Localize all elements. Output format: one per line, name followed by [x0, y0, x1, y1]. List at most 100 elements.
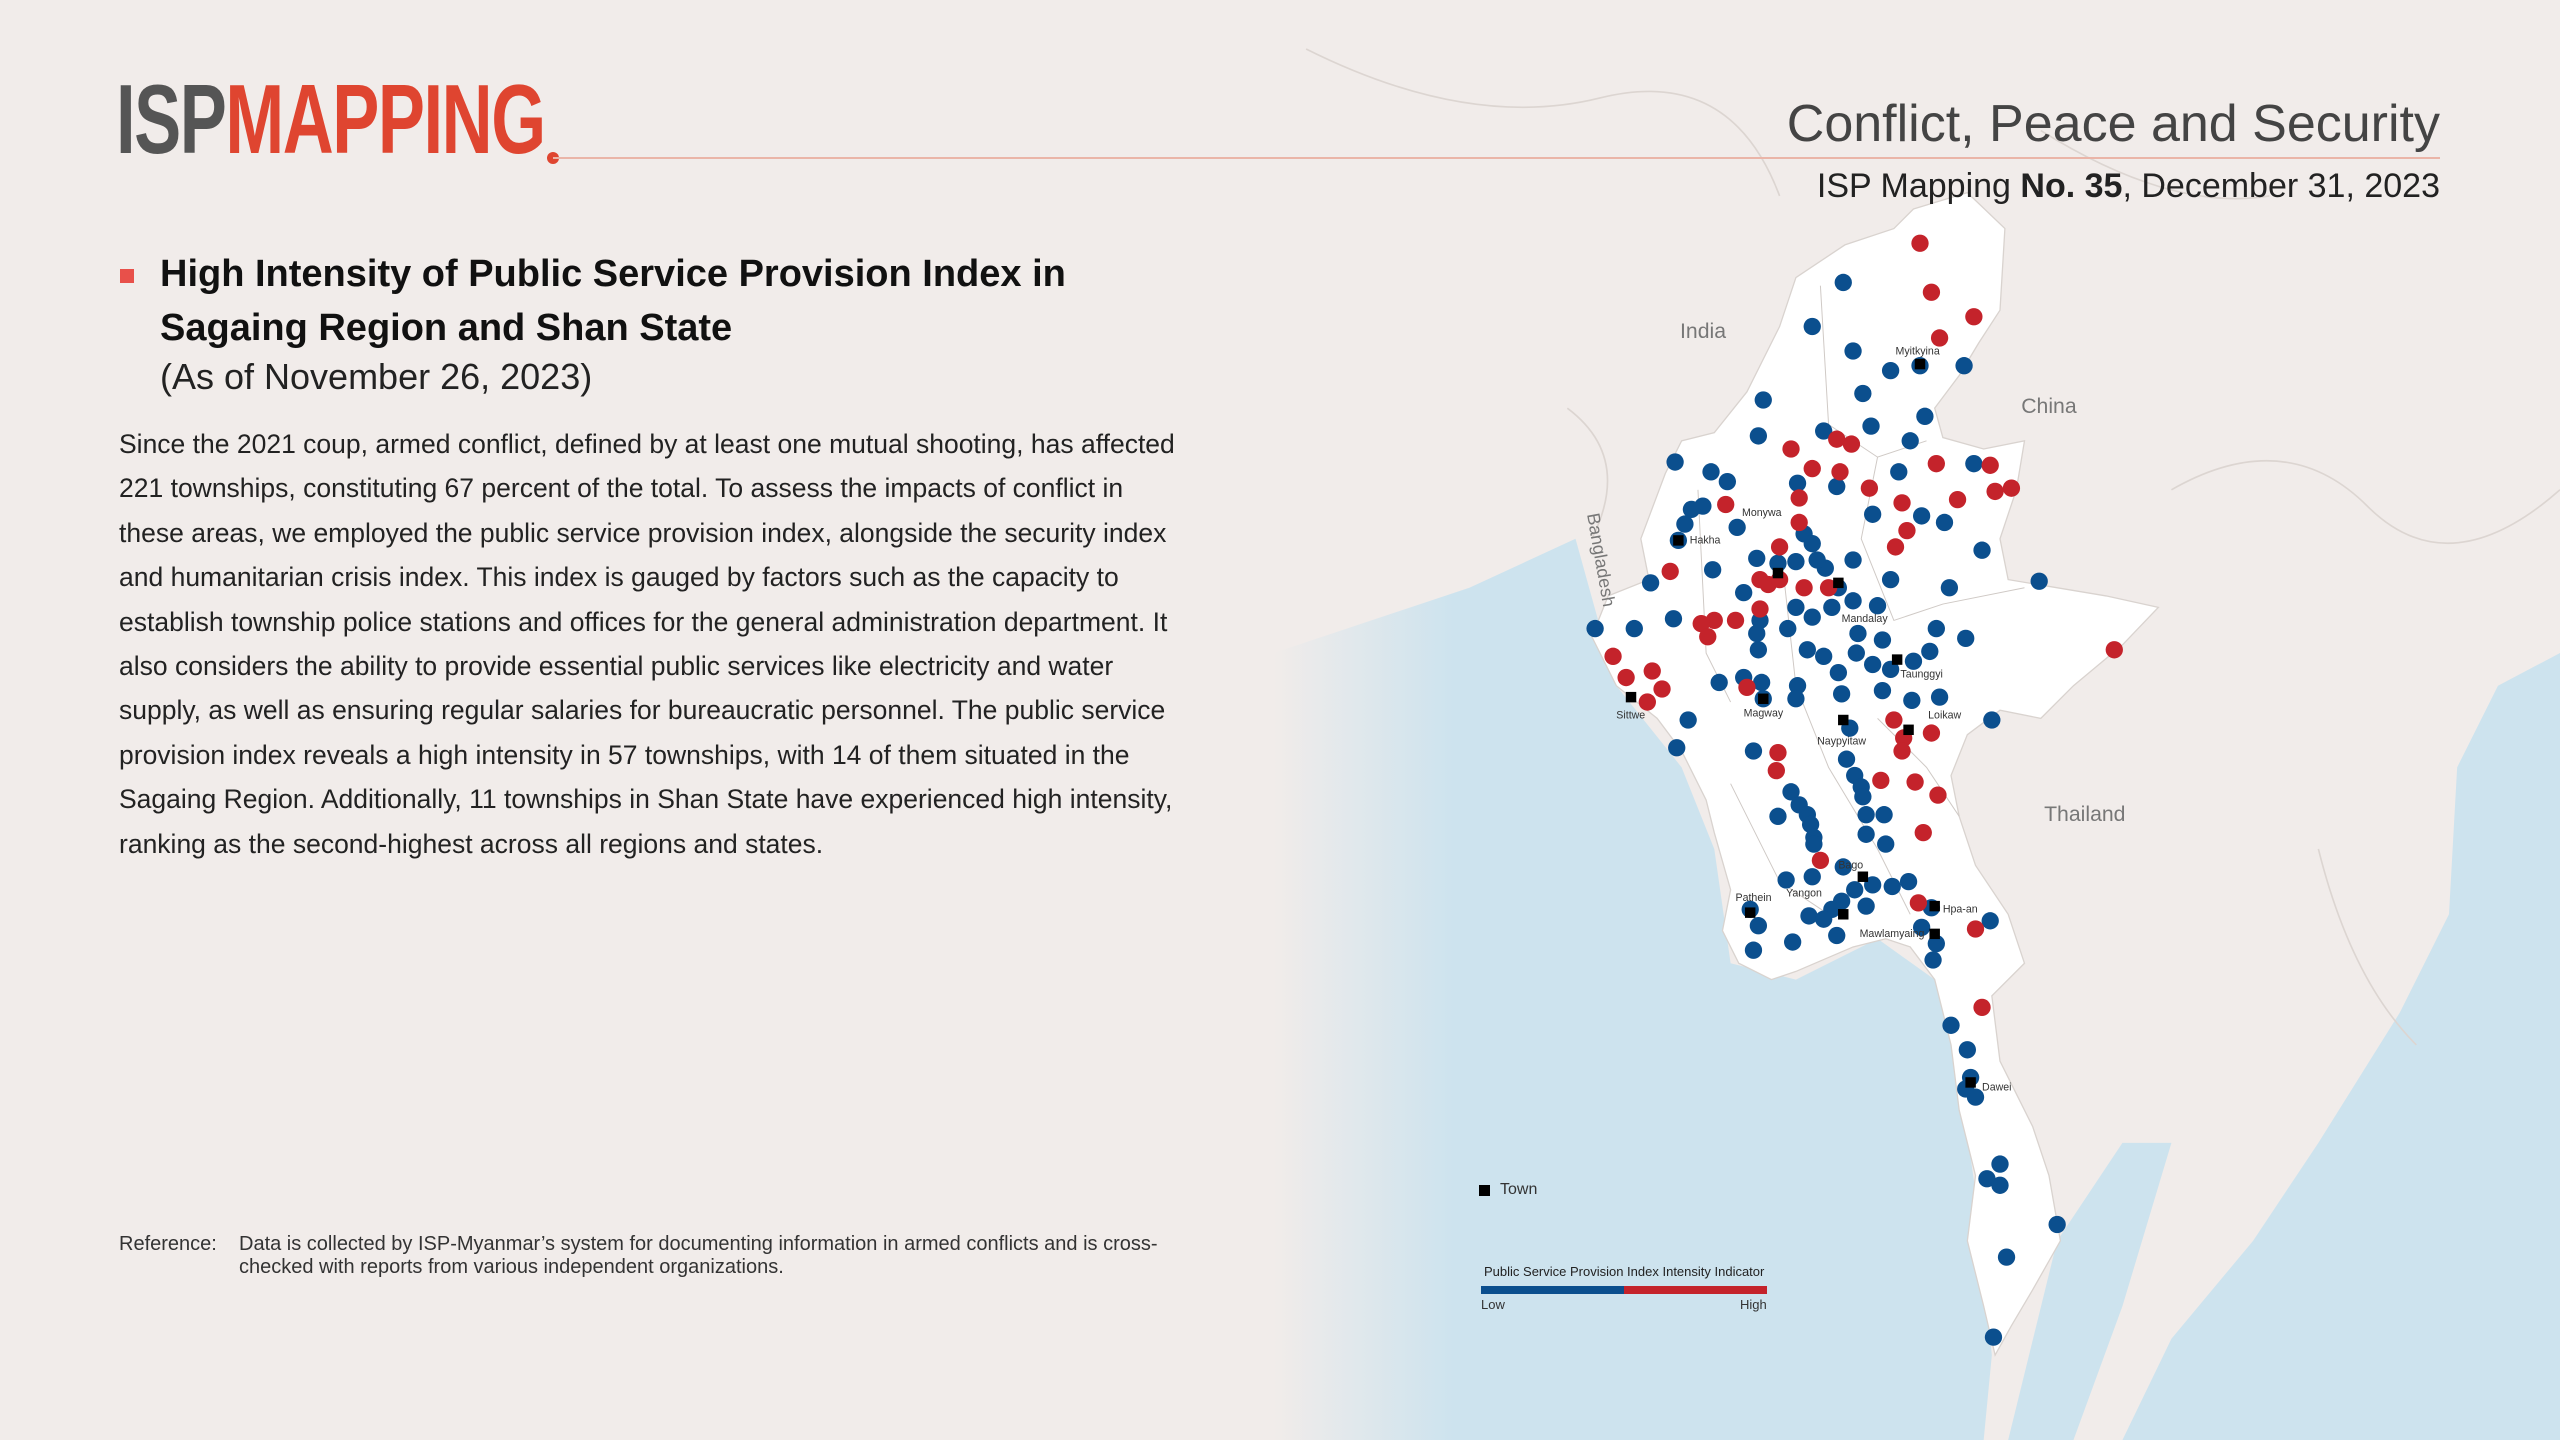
- township-dot-low: [1863, 655, 1882, 674]
- township-dot-high: [1911, 234, 1929, 252]
- township-dot-high: [1860, 479, 1879, 497]
- isp-mapping-logo: ISPMAPPING: [116, 70, 546, 168]
- town-square-dawei: [1965, 1077, 1976, 1088]
- town-square-myitkyina: [1914, 358, 1926, 370]
- township-dot-high: [1819, 579, 1838, 597]
- township-dot-high: [1966, 920, 1985, 938]
- township-dot-low: [1788, 677, 1807, 695]
- township-dot-high: [1885, 711, 1903, 729]
- township-dot-low: [1828, 477, 1846, 496]
- township-dot-low: [1991, 1155, 2009, 1173]
- township-dot-high: [2105, 641, 2123, 659]
- township-dot-low: [1808, 551, 1826, 569]
- township-dot-high: [1643, 662, 1661, 680]
- town-square-bago: [1857, 871, 1869, 882]
- township-dot-high: [1692, 615, 1710, 633]
- town-square-icon: [1479, 1184, 1490, 1196]
- township-dot-high: [1705, 611, 1723, 630]
- township-dot-low: [1679, 711, 1697, 729]
- town-label-mandalay: Mandalay: [1842, 613, 1889, 625]
- reference: Reference: Data is collected by ISP-Myanm…: [119, 1233, 1169, 1279]
- logo-mapping: MAPPING: [225, 64, 546, 174]
- header-rule: [553, 157, 2440, 159]
- township-dot-low: [1846, 881, 1864, 899]
- township-dot-high: [1790, 513, 1808, 532]
- township-dot-low: [1769, 554, 1787, 572]
- township-dot-low: [1834, 858, 1852, 876]
- township-dot-low: [1957, 629, 1975, 648]
- town-label-hpaan: Hpa-an: [1943, 904, 1978, 916]
- township-dot-low: [1935, 513, 1954, 532]
- township-dot-low: [1958, 1041, 1976, 1059]
- township-dot-low: [1728, 518, 1746, 536]
- township-dot-low: [1805, 835, 1823, 853]
- township-dot-low: [1702, 463, 1720, 481]
- township-dot-low: [1769, 807, 1787, 825]
- township-dot-low: [1955, 357, 1973, 375]
- township-dot-high: [1638, 693, 1656, 711]
- town-square-naypyitaw: [1838, 714, 1849, 726]
- township-dot-low: [1782, 783, 1800, 801]
- sea-gulf-of-thailand: [2122, 653, 2560, 1440]
- township-dot-low: [1668, 739, 1686, 757]
- township-dot-low: [1664, 610, 1683, 628]
- township-dot-low: [1823, 598, 1841, 616]
- township-dot-low: [1682, 500, 1701, 519]
- township-dot-high: [1914, 824, 1932, 842]
- township-dot-low: [1868, 597, 1887, 615]
- legend-high-swatch: [1624, 1286, 1767, 1294]
- township-dot-low: [1783, 933, 1802, 951]
- township-dot-low: [1703, 561, 1722, 579]
- township-dot-low: [1798, 641, 1816, 659]
- township-dot-low: [1735, 584, 1753, 602]
- township-dot-low: [1847, 644, 1865, 662]
- township-dot-low: [1748, 549, 1766, 568]
- township-dot-high: [1699, 628, 1717, 646]
- township-dot-low: [1875, 806, 1893, 824]
- town-label-mawlamyaing: Mawlamyaing: [1860, 928, 1925, 940]
- town-label-bago: Bago: [1838, 860, 1863, 872]
- township-dot-low: [1863, 505, 1882, 523]
- township-dot-high: [1965, 308, 1983, 326]
- township-dot-low: [1844, 551, 1862, 569]
- township-dot-high: [1751, 600, 1769, 618]
- township-dot-low: [1873, 631, 1892, 649]
- township-dot-high: [1986, 482, 2004, 501]
- township-dot-low: [1904, 652, 1923, 670]
- township-dot-high: [1922, 283, 1941, 301]
- township-dot-low: [1857, 825, 1875, 843]
- township-dot-low: [1849, 624, 1867, 643]
- township-dot-high: [1929, 786, 1947, 804]
- township-dot-low: [1787, 552, 1805, 571]
- township-dot-high: [1770, 538, 1789, 556]
- issue-prefix: ISP Mapping: [1816, 167, 2021, 205]
- heading-bullet: [120, 269, 134, 283]
- township-dot-low: [1883, 877, 1901, 896]
- legend-low-swatch: [1481, 1286, 1624, 1294]
- township-dot-low: [1828, 926, 1846, 945]
- township-dot-low: [1803, 608, 1821, 626]
- logo-isp: ISP: [116, 64, 227, 174]
- town-square-sittwe: [1625, 691, 1637, 703]
- township-dot-low: [1901, 432, 1919, 450]
- township-dot-high: [1831, 463, 1849, 481]
- township-dot-low: [1749, 917, 1768, 935]
- article-body: Since the 2021 coup, armed conflict, def…: [119, 429, 1175, 859]
- township-dot-low: [1890, 463, 1908, 481]
- township-dot-low: [1625, 619, 1643, 638]
- legend-high-label: High: [1740, 1297, 1767, 1312]
- town-label-loikaw: Loikaw: [1928, 709, 1961, 721]
- township-dot-low: [1973, 541, 1991, 559]
- page-title: Conflict, Peace and Security: [1786, 95, 2440, 153]
- township-dot-low: [1803, 535, 1821, 553]
- township-dot-low: [1981, 912, 1999, 930]
- town-square-mawlamyaing: [1929, 928, 1940, 940]
- township-dot-low: [1877, 835, 1895, 853]
- town-label-naypyitaw: Naypyitaw: [1817, 735, 1866, 747]
- township-dot-low: [1834, 273, 1852, 292]
- township-dot-low: [1912, 918, 1931, 936]
- township-dot-low: [1748, 624, 1766, 643]
- township-dot-high: [1948, 490, 1967, 509]
- town-label-sittwe: Sittwe: [1616, 709, 1645, 721]
